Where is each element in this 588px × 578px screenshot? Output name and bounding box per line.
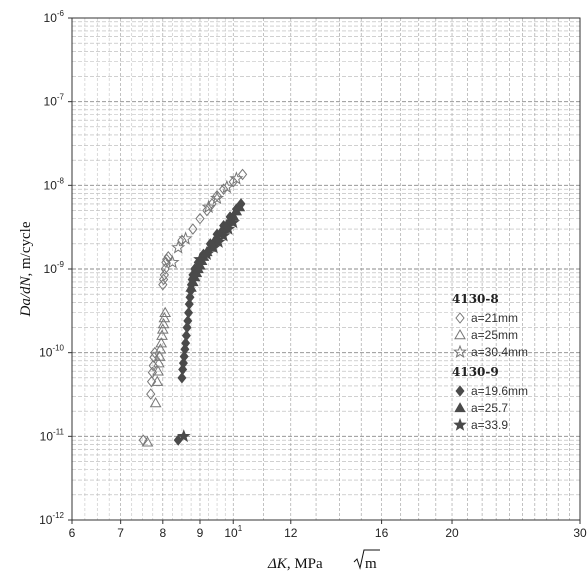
data-point: [154, 343, 167, 354]
data-point: [151, 375, 164, 386]
sqrt-sign: [353, 549, 380, 570]
data-point: [182, 321, 192, 334]
y-tick-label: 10-8: [44, 176, 65, 192]
data-point: [177, 372, 187, 384]
y-tick-label: 10-11: [40, 427, 65, 443]
legend-marker: [452, 344, 468, 359]
legend-marker: [455, 312, 465, 324]
x-axis-ticks: 6 7 8 9 101 12 16 20 30: [69, 520, 587, 540]
legend-group-title: 4130-8: [452, 292, 499, 306]
legend: 4130-8 a=21mm a=25mm a=30.4mm 4130-9 a=19.6mm…: [452, 292, 528, 432]
data-point: [218, 183, 229, 195]
legend-entry-label: a=30.4mm: [471, 345, 528, 359]
data-point: [146, 375, 157, 388]
data-point: [229, 171, 244, 185]
legend-entry-label: a=25mm: [471, 328, 518, 342]
data-point: [209, 190, 225, 205]
data-point: [200, 247, 214, 261]
data-point: [176, 429, 191, 443]
data-point: [179, 350, 189, 363]
data-point: [158, 311, 171, 323]
data-point: [188, 223, 198, 235]
data-point: [226, 215, 241, 229]
data-point: [159, 269, 170, 281]
legend-group-title: 4130-9: [452, 365, 499, 379]
data-point: [201, 199, 216, 214]
y-tick-label: 10-10: [39, 344, 64, 360]
data-point: [150, 346, 160, 359]
data-point: [146, 388, 156, 400]
data-point: [149, 397, 162, 408]
legend-entry-label: a=19.6mm: [471, 384, 528, 398]
legend-marker: [454, 402, 466, 413]
data-point: [228, 176, 238, 188]
data-point: [195, 212, 205, 225]
grid-lines: [71, 18, 581, 521]
x-tick-label: 20: [445, 526, 459, 540]
data-point: [181, 329, 191, 342]
legend-marker: [453, 417, 467, 431]
x-tick-label: 12: [284, 526, 298, 540]
data-point: [152, 365, 164, 376]
data-point: [233, 201, 246, 212]
x-tick-label: 101: [224, 524, 242, 540]
data-point: [184, 298, 194, 310]
legend-marker: [455, 385, 465, 397]
data-point: [156, 323, 169, 334]
x-tick-label: 8: [159, 526, 166, 540]
y-tick-label: 10-12: [39, 511, 64, 527]
data-point: [184, 307, 194, 319]
data-point: [159, 306, 172, 317]
legend-entry-label: a=33.9: [471, 418, 508, 432]
y-tick-label: 10-7: [44, 93, 65, 109]
data-point: [219, 179, 234, 194]
data-point: [156, 329, 168, 340]
legend-marker: [454, 328, 466, 340]
data-point: [152, 357, 165, 368]
data-point: [202, 204, 212, 217]
data-point: [178, 231, 193, 245]
x-tick-label: 9: [197, 526, 204, 540]
data-point: [237, 168, 248, 181]
y-axis-ticks: 10-6 10-7 10-8 10-9 10-10 10-11 10-12: [39, 9, 72, 527]
series-a-30-4mm: [165, 171, 244, 269]
x-tick-label: 30: [573, 526, 587, 540]
y-tick-label: 10-6: [44, 9, 65, 25]
y-tick-label: 10-9: [44, 260, 65, 276]
legend-entry-label: a=21mm: [471, 311, 518, 325]
data-point: [185, 281, 197, 292]
data-point: [162, 253, 172, 266]
series-a-25mm: [141, 306, 172, 447]
data-point: [181, 337, 191, 349]
x-tick-label: 7: [117, 526, 124, 540]
x-axis-title: ΔK, MPa m: [267, 549, 380, 572]
y-axis-title: Da/dN, m/cycle: [18, 221, 34, 317]
sqrt-radicand: m: [365, 556, 377, 572]
data-point: [171, 240, 186, 254]
data-point: [216, 228, 231, 242]
series-a-33-9: [176, 215, 241, 443]
legend-entry-label: a=25.7: [471, 401, 508, 415]
x-tick-label: 6: [69, 526, 76, 540]
data-point: [178, 357, 188, 369]
data-point: [206, 240, 221, 254]
x-tick-label: 16: [375, 526, 389, 540]
data-point: [178, 363, 188, 376]
data-point: [160, 263, 170, 275]
data-point: [187, 276, 199, 287]
data-point: [153, 350, 166, 361]
data-point: [211, 234, 226, 248]
data-point: [221, 221, 236, 235]
svg-text:ΔK, MPa: ΔK, MPa: [267, 556, 323, 572]
data-point: [165, 254, 180, 269]
data-point: [157, 318, 170, 329]
data-point: [180, 343, 190, 355]
data-point: [158, 278, 168, 291]
data-points: [138, 168, 248, 447]
data-point: [155, 337, 168, 348]
data-point: [183, 315, 193, 327]
data-point: [141, 436, 154, 447]
